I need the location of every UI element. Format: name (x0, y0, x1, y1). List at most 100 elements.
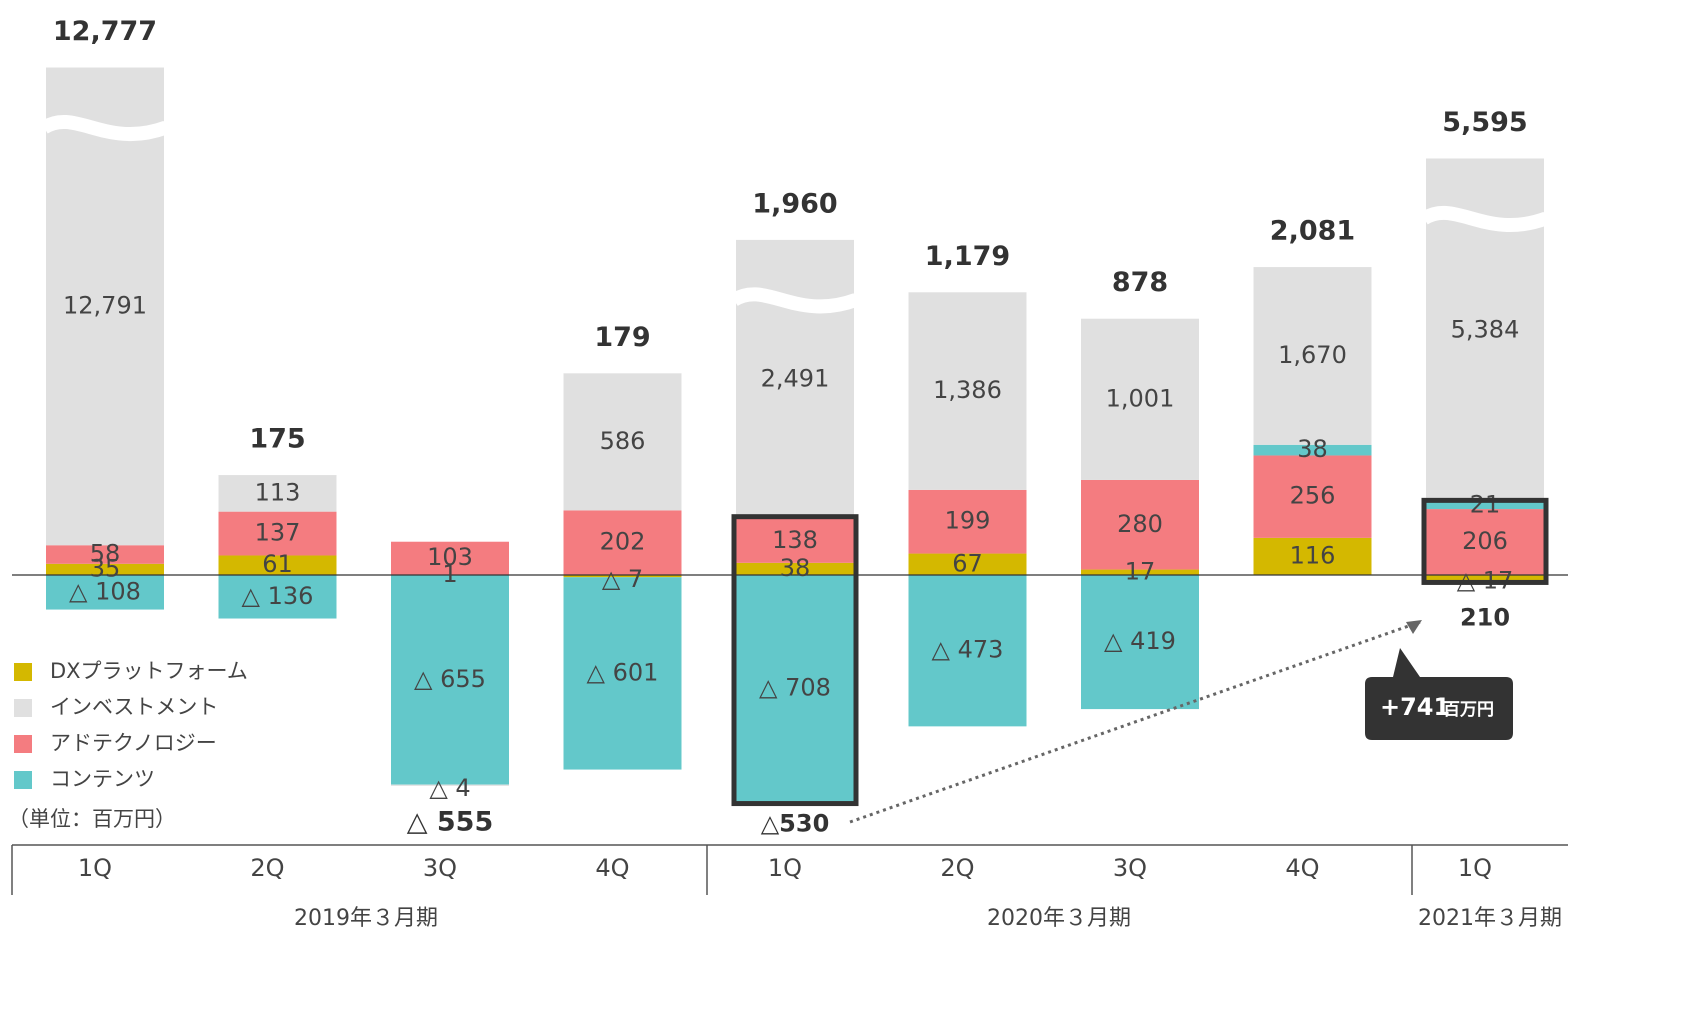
x-tick-label: 4Q (1285, 854, 1319, 882)
value-label: 280 (1117, 510, 1163, 538)
bar-segment (218, 511, 337, 556)
x-tick-label: 1Q (78, 854, 112, 882)
axis-break (730, 287, 859, 314)
total-label: 1,960 (752, 188, 837, 219)
legend-label: コンテンツ (50, 767, 155, 791)
x-tick-label: 3Q (423, 854, 457, 882)
value-label: 58 (90, 540, 121, 568)
bar-segment (1253, 267, 1372, 445)
bar-segment (218, 475, 337, 512)
bar-segment (736, 239, 854, 519)
arrow-head (1406, 620, 1422, 634)
highlight-box (731, 514, 859, 807)
callout-box (1365, 648, 1513, 740)
value-label: 21 (1470, 491, 1501, 519)
total-label: 878 (1112, 267, 1168, 298)
bar-segment (736, 518, 854, 563)
value-label: 116 (1290, 541, 1336, 569)
bar-segment (46, 67, 164, 546)
legend-label: DXプラットフォーム (50, 659, 248, 683)
arrow (849, 620, 1421, 824)
total-label: 179 (594, 322, 650, 353)
value-label: △ 4 (429, 774, 470, 802)
period-label: 2019年３月期 (294, 906, 438, 931)
value-label: 1,386 (933, 376, 1002, 404)
value-label: △ 419 (1104, 627, 1176, 655)
value-label: 38 (1297, 435, 1328, 463)
value-label: △ 708 (759, 673, 831, 701)
bar-segment (46, 563, 164, 575)
value-label: △ 655 (414, 665, 486, 693)
value-label: 17 (1125, 557, 1156, 585)
value-label: 1,670 (1278, 341, 1347, 369)
value-label: 206 (1462, 527, 1508, 555)
bar-segment (1253, 444, 1372, 456)
value-label: 103 (427, 543, 473, 571)
value-label: 5,384 (1451, 315, 1520, 343)
x-tick-label: 2Q (250, 854, 284, 882)
value-label: 12,791 (63, 291, 147, 319)
legend-label: アドテクノロジー (50, 731, 217, 755)
bar-segment (908, 575, 1027, 727)
value-label: 586 (600, 427, 646, 455)
value-label: 113 (255, 478, 301, 506)
bar-segment (46, 545, 164, 564)
x-tick-label: 2Q (940, 854, 974, 882)
value-label: △ 108 (69, 577, 141, 605)
bar-segment (908, 292, 1027, 490)
bar-segment (46, 575, 164, 610)
bar-segment (1081, 479, 1199, 570)
change-label: +741 (1380, 693, 1450, 721)
value-label: 202 (600, 528, 646, 556)
legend-swatch (14, 771, 32, 789)
value-label: 35 (90, 554, 121, 582)
value-label: △ 473 (932, 636, 1004, 664)
change-unit: 百万円 (1443, 700, 1494, 720)
value-label: △ 136 (242, 582, 314, 610)
value-label: △ 7 (602, 565, 643, 593)
bar-segment (736, 562, 854, 575)
bar-segment (736, 575, 854, 802)
unit-note: （単位：百万円） (8, 807, 176, 831)
bar-segment (1426, 575, 1544, 581)
value-label: 38 (780, 554, 811, 582)
total-label: 5,595 (1442, 107, 1527, 138)
bar-segment (1253, 455, 1372, 538)
value-label: 2,491 (761, 364, 830, 392)
bar-segment (908, 553, 1027, 575)
bar-segment (391, 784, 509, 786)
value-label: 199 (945, 507, 991, 535)
legend-label: インベストメント (50, 695, 218, 719)
bar-segment (1081, 569, 1199, 575)
value-label: △ 601 (587, 658, 659, 686)
period-label: 2021年３月期 (1418, 906, 1562, 931)
value-label: 67 (952, 549, 983, 577)
bar-segment (1426, 509, 1544, 575)
bar-segment (218, 555, 337, 575)
x-tick-label: 4Q (595, 854, 629, 882)
bar-segment (563, 510, 682, 575)
x-tick-label: 1Q (1458, 854, 1492, 882)
bar-segment (1081, 318, 1199, 480)
bar-segment (563, 577, 682, 770)
x-tick-label: 1Q (768, 854, 802, 882)
value-label: 138 (772, 526, 818, 554)
x-tick-label: 3Q (1113, 854, 1147, 882)
bar-segment (1426, 502, 1544, 510)
total-label: 1,179 (925, 241, 1010, 272)
bar-segment (391, 575, 509, 785)
bar-segment (908, 489, 1027, 554)
legend-swatch (14, 699, 32, 717)
total-label: 175 (249, 424, 305, 455)
axis-break (1420, 205, 1549, 233)
subtotal-label: △530 (761, 810, 830, 838)
subtotal-label: 210 (1460, 603, 1510, 631)
bar-segment (391, 541, 509, 575)
legend-swatch (14, 735, 32, 753)
bar-segment (1081, 575, 1199, 710)
value-label: 256 (1290, 482, 1336, 510)
bar-segment (563, 373, 682, 511)
highlight-box (1421, 497, 1549, 585)
bar-segment (1253, 537, 1372, 575)
